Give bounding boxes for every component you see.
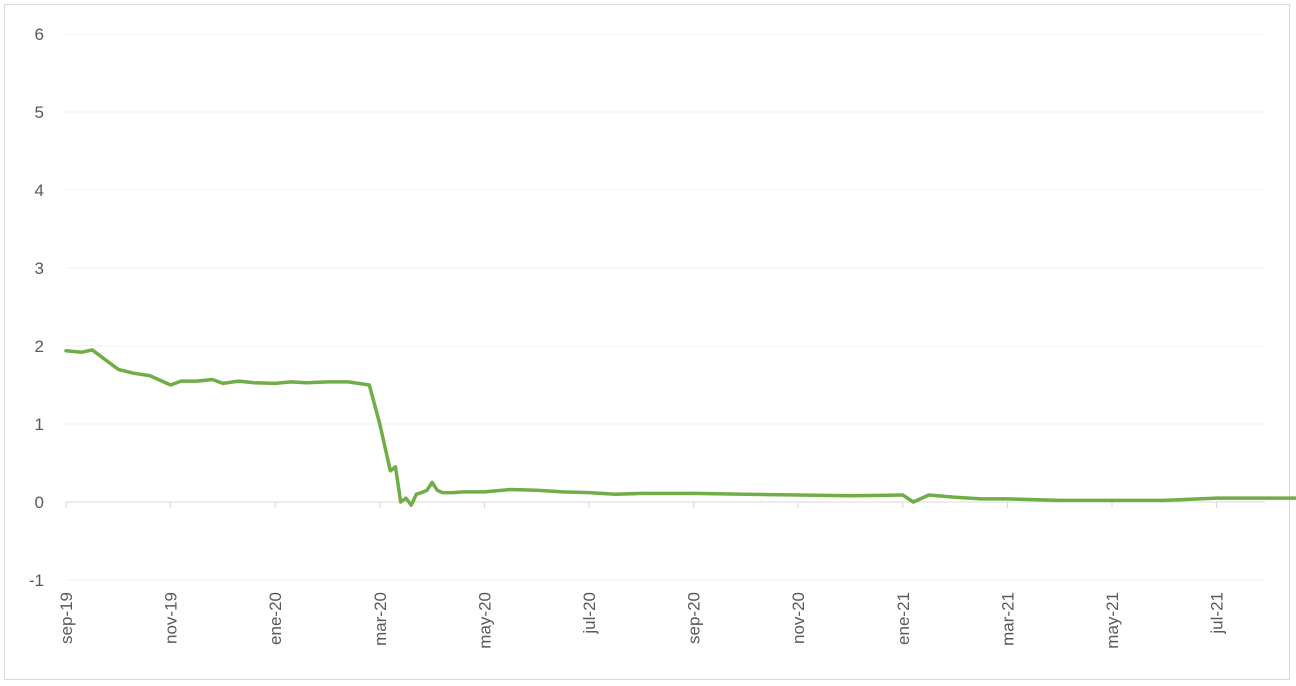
x-tick-label: mar-20 bbox=[371, 592, 390, 646]
series-line-1 bbox=[64, 348, 1296, 507]
x-tick-label: sep-19 bbox=[57, 592, 76, 644]
x-tick-label: nov-19 bbox=[162, 592, 181, 644]
x-tick-label: may-21 bbox=[1103, 592, 1122, 649]
y-tick-label: 2 bbox=[35, 337, 44, 356]
chart-frame bbox=[4, 4, 1290, 680]
y-tick-label: -1 bbox=[29, 571, 44, 590]
x-tick-label: mar-21 bbox=[998, 592, 1017, 646]
y-tick-label: 4 bbox=[35, 181, 44, 200]
x-tick-label: ene-21 bbox=[894, 592, 913, 645]
x-axis: sep-19 nov-19 ene-20 mar-20 may-20 jul-20 sep-… bbox=[57, 502, 1227, 649]
x-tick-label: ene-20 bbox=[266, 592, 285, 645]
y-tick-label: 6 bbox=[35, 25, 44, 44]
x-tick-label: sep-20 bbox=[685, 592, 704, 644]
y-axis: -1 0 1 2 3 4 5 6 bbox=[29, 25, 44, 590]
gridlines bbox=[66, 33, 1265, 581]
x-tick-label: jul-21 bbox=[1208, 592, 1227, 635]
x-tick-label: jul-20 bbox=[580, 592, 599, 635]
y-tick-label: 5 bbox=[35, 103, 44, 122]
y-tick-label: 1 bbox=[35, 415, 44, 434]
y-tick-label: 3 bbox=[35, 259, 44, 278]
y-tick-label: 0 bbox=[35, 493, 44, 512]
x-tick-label: may-20 bbox=[475, 592, 494, 649]
series-layer bbox=[64, 348, 1296, 507]
x-tick-label: nov-20 bbox=[789, 592, 808, 644]
